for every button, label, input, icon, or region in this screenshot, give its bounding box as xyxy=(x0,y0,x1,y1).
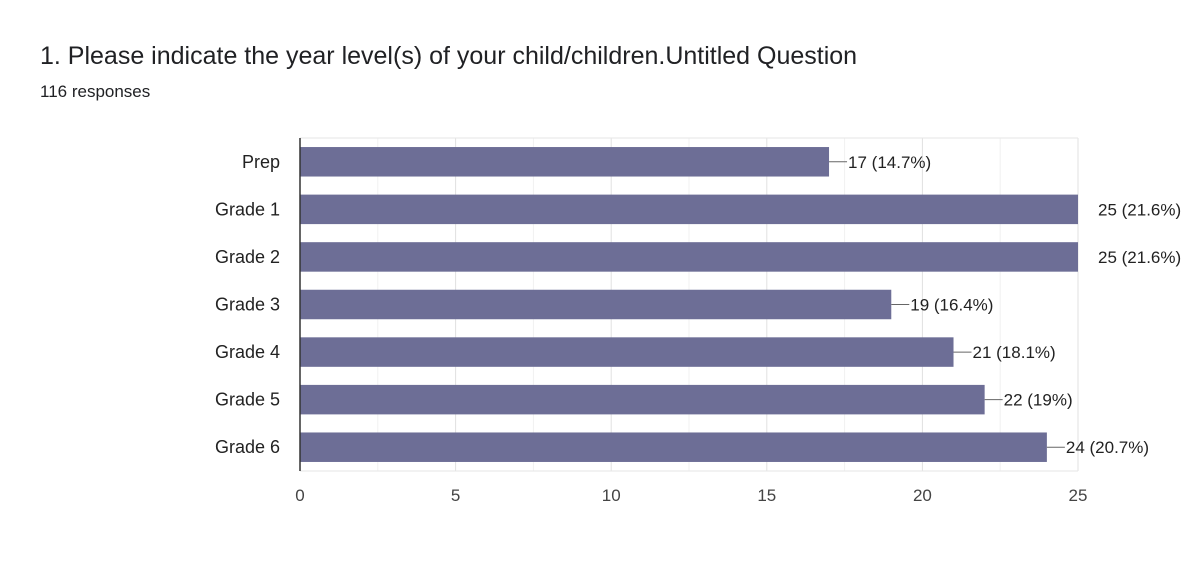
response-count: 116 responses xyxy=(40,82,151,101)
bar-grade-4[interactable] xyxy=(300,337,954,367)
category-label: Grade 2 xyxy=(215,247,280,267)
category-label: Grade 6 xyxy=(215,437,280,457)
bar-grade-1[interactable] xyxy=(300,194,1078,225)
category-label: Prep xyxy=(242,152,280,172)
data-label: 22 (19%) xyxy=(1004,391,1073,410)
data-label: 24 (20.7%) xyxy=(1066,438,1149,457)
data-label: 25 (21.6%) xyxy=(1098,248,1181,267)
bars xyxy=(300,147,1078,462)
category-label: Grade 5 xyxy=(215,390,280,410)
x-tick-label: 10 xyxy=(602,486,621,505)
x-tick-label: 5 xyxy=(451,486,460,505)
x-tick-label: 25 xyxy=(1069,486,1088,505)
category-label: Grade 4 xyxy=(215,342,280,362)
data-label: 19 (16.4%) xyxy=(910,296,993,315)
bar-grade-5[interactable] xyxy=(300,384,985,415)
category-label: Grade 3 xyxy=(215,295,280,315)
bar-prep[interactable] xyxy=(300,147,830,177)
data-label: 21 (18.1%) xyxy=(973,343,1056,362)
data-label: 25 (21.6%) xyxy=(1098,200,1181,219)
bar-grade-6[interactable] xyxy=(300,432,1047,462)
x-tick-label: 15 xyxy=(757,486,776,505)
bar-grade-2[interactable] xyxy=(300,242,1078,272)
bar-grade-3[interactable] xyxy=(300,289,892,320)
data-label: 17 (14.7%) xyxy=(848,153,931,172)
x-tick-label: 20 xyxy=(913,486,932,505)
chart-title: 1. Please indicate the year level(s) of … xyxy=(40,42,858,70)
labels: Prep 17 (14.7%) Grade 1 25 (21.6%) Grade 2 25… xyxy=(215,152,1181,457)
axes: 0 5 10 15 20 25 xyxy=(295,138,1087,505)
category-label: Grade 1 xyxy=(215,199,280,219)
x-tick-label: 0 xyxy=(295,486,304,505)
